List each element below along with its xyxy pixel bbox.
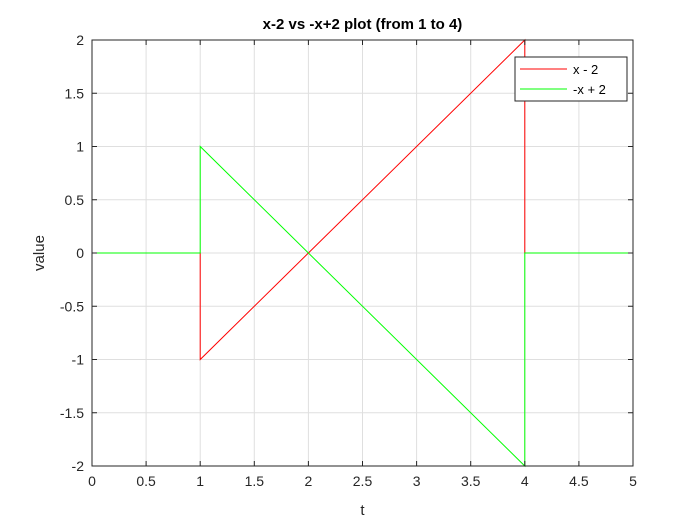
x-axis-label: t	[360, 502, 365, 519]
y-tick-label: 1	[76, 139, 84, 155]
x-tick-label: 2	[305, 473, 313, 489]
legend-box	[514, 56, 628, 102]
y-tick-label: 2	[76, 32, 84, 48]
x-tick-label: 4.5	[569, 473, 589, 489]
x-tick-label: 1	[196, 473, 204, 489]
x-tick-label: 0	[88, 473, 96, 489]
y-tick-label: 0	[76, 245, 84, 261]
y-tick-label: -1.5	[60, 405, 84, 421]
y-tick-label: -1	[72, 352, 85, 368]
y-tick-label: 0.5	[65, 192, 85, 208]
x-tick-label: 3	[413, 473, 421, 489]
ticks: 0 0.5 1 1.5 2 2.5 3 3.5 4 4.5 5 -2 -1.5 -1 -0.5 0 0.5 1 1.…	[60, 32, 637, 489]
series-line-2	[92, 145, 633, 468]
y-axis-label: value	[31, 235, 48, 271]
x-tick-label: 3.5	[461, 473, 481, 489]
y-tick-label: -2	[72, 458, 85, 474]
x-tick-label: 4	[521, 473, 529, 489]
series-lines	[92, 38, 633, 468]
x-tick-label: 0.5	[136, 473, 156, 489]
y-tick-label: -0.5	[60, 298, 84, 314]
legend: x - 2 -x + 2	[514, 56, 628, 102]
chart-title: x-2 vs -x+2 plot (from 1 to 4)	[263, 16, 463, 33]
x-tick-label: 5	[629, 473, 637, 489]
x-tick-label: 2.5	[353, 473, 373, 489]
legend-label-2: -x + 2	[573, 82, 606, 97]
legend-label-1: x - 2	[573, 62, 598, 77]
y-tick-label: 1.5	[65, 85, 85, 101]
x-tick-label: 1.5	[245, 473, 265, 489]
